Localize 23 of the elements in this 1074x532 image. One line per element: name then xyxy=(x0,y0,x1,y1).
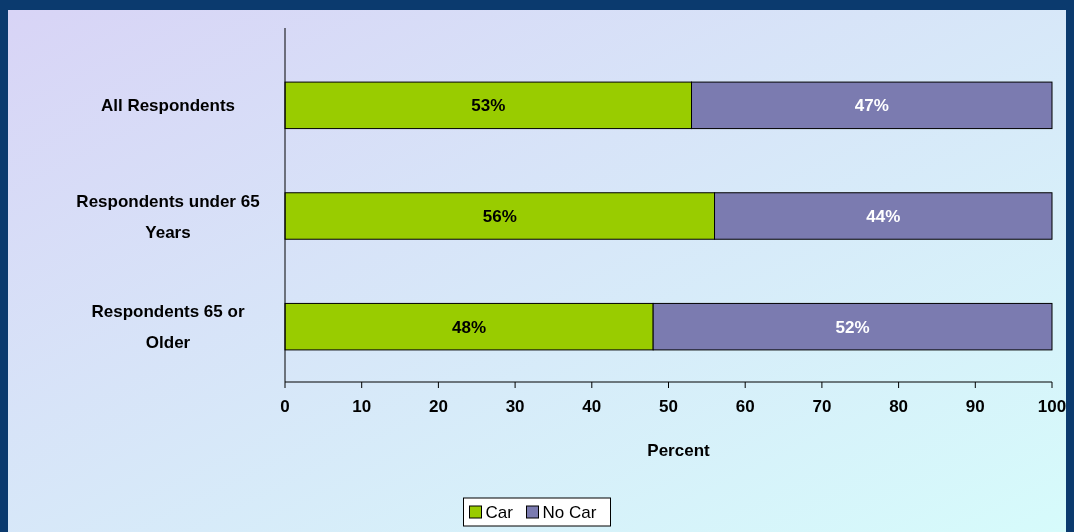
y-tick-label: All Respondents xyxy=(100,96,236,116)
x-tick-label: 20 xyxy=(428,397,448,416)
y-tick-label: Respondents under 65 Years xyxy=(76,191,260,242)
x-tick-label: 10 xyxy=(352,397,372,416)
x-tick-label: 50 xyxy=(659,397,678,416)
legend-label: Car xyxy=(485,503,514,522)
y-tick-label: Respondents 65 or Older xyxy=(91,302,245,353)
legend-label: No Car xyxy=(542,503,597,522)
data-label: 56% xyxy=(482,207,517,226)
x-tick-label: 80 xyxy=(889,397,909,416)
data-label: 47% xyxy=(854,96,889,116)
x-tick-label: 60 xyxy=(735,397,755,416)
data-label: 44% xyxy=(866,207,901,226)
x-tick-label: 0 xyxy=(280,397,290,416)
x-tick-label: 100 xyxy=(1037,397,1067,416)
x-tick-label: 30 xyxy=(505,397,525,416)
x-tick-label: 40 xyxy=(582,397,602,416)
x-tick-label: 90 xyxy=(965,397,985,416)
data-label: 52% xyxy=(835,317,870,337)
data-label: 53% xyxy=(471,96,506,116)
data-label: 48% xyxy=(452,317,487,337)
x-tick-label: 70 xyxy=(812,397,832,416)
x-axis-title: Percent xyxy=(647,441,711,460)
